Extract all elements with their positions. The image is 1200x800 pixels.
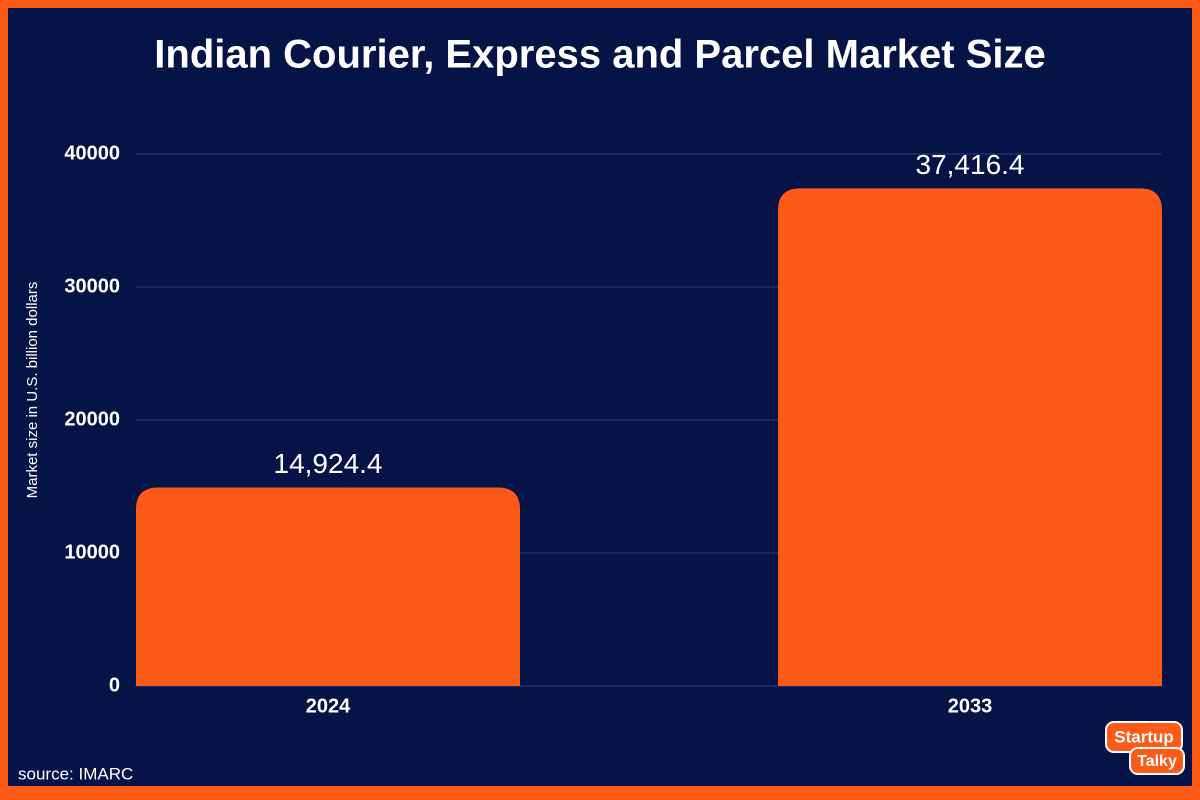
y-axis-label: Market size in U.S. billion dollars <box>24 282 41 499</box>
y-tick-label: 20000 <box>64 408 120 430</box>
bar <box>778 188 1162 686</box>
y-tick-label: 10000 <box>64 541 120 563</box>
logo: Startup Talky <box>1105 721 1185 775</box>
y-tick-label: 40000 <box>64 142 120 164</box>
logo-text: Startup <box>1114 727 1174 746</box>
source: source: IMARC <box>18 764 133 783</box>
x-tick-label: 2024 <box>306 695 351 717</box>
chart-title: Indian Courier, Express and Parcel Marke… <box>154 33 1045 77</box>
value-label: 37,416.4 <box>916 149 1025 180</box>
y-tick-label: 0 <box>109 674 120 696</box>
y-tick-label: 30000 <box>64 275 120 297</box>
logo-box <box>1129 747 1185 775</box>
logo-text: Talky <box>1137 753 1177 770</box>
bar <box>136 487 520 686</box>
x-tick-label: 2033 <box>948 695 993 717</box>
value-label: 14,924.4 <box>274 448 383 479</box>
